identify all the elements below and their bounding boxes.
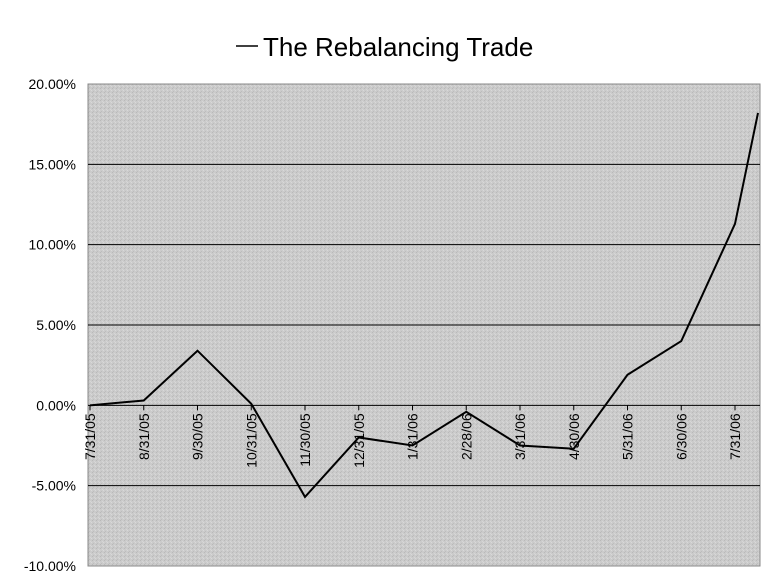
x-tick-label: 7/31/05 bbox=[82, 413, 98, 460]
y-tick-label: -10.00% bbox=[24, 558, 76, 574]
x-tick-label: 12/31/05 bbox=[351, 413, 367, 468]
x-tick-label: 2/28/06 bbox=[458, 413, 474, 460]
x-tick-label: 5/31/06 bbox=[620, 413, 636, 460]
y-tick-label: 0.00% bbox=[36, 397, 76, 413]
x-axis-tick-labels: 7/31/05 8/31/05 9/30/05 10/31/05 11/30/05 12/… bbox=[82, 405, 743, 468]
y-tick-label: 10.00% bbox=[29, 237, 76, 253]
x-tick-label: 8/31/05 bbox=[136, 413, 152, 460]
y-tick-label: 20.00% bbox=[29, 76, 76, 92]
y-tick-label: 15.00% bbox=[29, 156, 76, 172]
x-tick-label: 4/30/06 bbox=[566, 413, 582, 460]
legend: The Rebalancing Trade bbox=[236, 32, 533, 62]
series-line-rebalancing-trade bbox=[89, 112, 759, 499]
y-tick-label: -5.00% bbox=[32, 478, 76, 494]
x-tick-label: 9/30/05 bbox=[190, 413, 206, 460]
x-tick-label: 10/31/05 bbox=[243, 413, 259, 468]
y-axis-tick-labels: 20.00% 15.00% 10.00% 5.00% 0.00% -5.00% -10.00… bbox=[24, 76, 76, 574]
legend-label: The Rebalancing Trade bbox=[263, 32, 533, 62]
y-tick-label: 5.00% bbox=[36, 317, 76, 333]
x-tick-label: 11/30/05 bbox=[297, 413, 313, 467]
x-tick-label: 1/31/06 bbox=[405, 413, 421, 460]
x-tick-label: 6/30/06 bbox=[673, 413, 689, 460]
x-tick-label: 7/31/06 bbox=[727, 413, 743, 460]
gridlines bbox=[88, 163, 760, 487]
x-tick-label: 3/31/06 bbox=[512, 413, 528, 460]
series-group bbox=[89, 112, 759, 499]
